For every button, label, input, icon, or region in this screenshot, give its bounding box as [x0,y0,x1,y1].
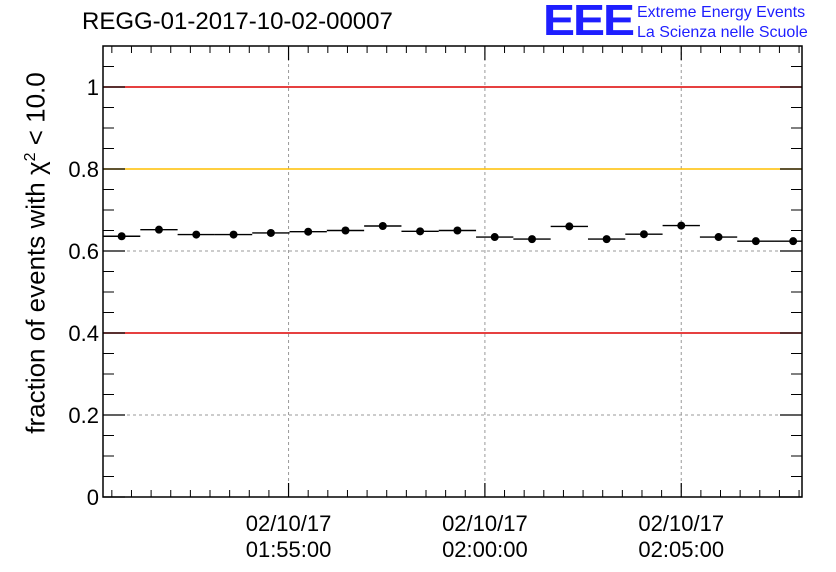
plot-frame [102,45,803,498]
data-point [266,228,275,237]
reference-lines [103,86,802,334]
logo-line1: Extreme Energy Events [637,4,806,21]
y-axis-label: fraction of events with χ2 < 10.0 [21,72,52,433]
data-point [378,221,387,230]
y-tick-label: 1 [87,75,99,100]
data-point [229,230,238,239]
tick-labels: 00.20.40.60.8102/10/1701:55:0002/10/1702… [68,75,724,562]
axis-ticks [103,46,802,498]
chart-title: REGG-01-2017-10-02-00007 [82,8,393,35]
data-point [751,237,760,246]
x-tick-date-label: 02/10/17 [442,511,528,536]
y-axis-label-prefix: fraction of events with [20,175,51,434]
x-tick-date-label: 02/10/17 [638,511,724,536]
data-point [677,221,686,230]
y-tick-label: 0.6 [68,239,99,264]
y-tick-label: 0 [87,485,99,510]
data-point [639,230,648,239]
grid-lines [103,46,802,497]
y-tick-label: 0.8 [68,157,99,182]
x-tick-time-label: 02:05:00 [638,537,724,562]
data-point [304,227,313,236]
data-point [341,226,350,235]
y-axis-label-sup: 2 [21,152,39,162]
y-tick-label: 0.4 [68,321,99,346]
data-point [192,230,201,239]
x-tick-time-label: 02:00:00 [442,537,528,562]
y-axis-label-suffix: < 10.0 [20,72,51,153]
eee-logo: EEE [543,0,635,46]
data-point [528,235,537,244]
logo-line2: La Scienza nelle Scuole [637,24,808,41]
data-point [117,232,126,241]
data-point [154,225,163,234]
data-point [453,226,462,235]
data-points [103,221,802,246]
data-point [416,227,425,236]
data-point [602,235,611,244]
data-point [565,222,574,231]
data-point [490,233,499,242]
x-tick-time-label: 01:55:00 [246,537,332,562]
data-point [789,237,798,246]
y-tick-label: 0.2 [68,403,99,428]
y-axis-label-chi: χ [20,161,51,176]
x-tick-date-label: 02/10/17 [246,511,332,536]
data-point [714,233,723,242]
